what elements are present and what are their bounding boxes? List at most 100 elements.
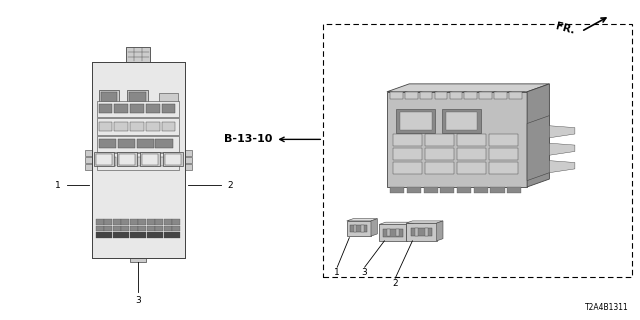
Polygon shape [390, 187, 404, 193]
Bar [122, 226, 129, 231]
Bar [172, 232, 180, 238]
Polygon shape [406, 221, 443, 223]
Bar [130, 104, 144, 114]
Polygon shape [494, 92, 507, 99]
Bar [97, 136, 179, 152]
Bar [130, 226, 138, 231]
Bar [489, 162, 518, 174]
Bar [97, 153, 179, 170]
Bar [172, 219, 180, 225]
Bar [163, 152, 183, 166]
Polygon shape [424, 187, 438, 193]
Bar [172, 226, 180, 231]
Bar [113, 226, 121, 231]
Bar [84, 150, 92, 156]
Polygon shape [474, 187, 488, 193]
Text: 3: 3 [362, 268, 367, 277]
Bar [99, 157, 116, 166]
Bar [146, 104, 160, 114]
Bar [489, 134, 518, 146]
Polygon shape [449, 91, 465, 92]
Polygon shape [509, 91, 525, 92]
Polygon shape [371, 219, 378, 236]
Bar [350, 225, 367, 232]
Bar [97, 118, 179, 135]
Bar [399, 112, 431, 131]
Polygon shape [435, 91, 451, 92]
Bar [146, 122, 160, 131]
Bar [164, 219, 172, 225]
Polygon shape [420, 91, 436, 92]
Bar [411, 228, 432, 236]
Polygon shape [479, 92, 492, 99]
Polygon shape [387, 84, 549, 92]
Bar [445, 112, 477, 131]
Polygon shape [527, 116, 549, 180]
Polygon shape [347, 219, 378, 221]
Bar [96, 219, 104, 225]
Bar [415, 228, 418, 236]
Polygon shape [449, 92, 462, 99]
Bar [362, 226, 364, 232]
Bar [161, 104, 175, 114]
Polygon shape [509, 92, 522, 99]
Bar [122, 219, 129, 225]
Text: 2: 2 [228, 181, 233, 190]
Polygon shape [407, 187, 421, 193]
Bar [104, 232, 113, 238]
Bar [184, 150, 192, 156]
Bar [140, 152, 160, 166]
Bar [129, 92, 145, 102]
Bar [156, 219, 163, 225]
Polygon shape [479, 91, 495, 92]
Bar [130, 232, 138, 238]
Text: 2: 2 [392, 279, 398, 288]
Bar [122, 232, 129, 238]
Bar [118, 139, 134, 148]
Bar [115, 122, 128, 131]
Bar [457, 134, 486, 146]
Bar [159, 93, 178, 103]
Polygon shape [380, 222, 413, 224]
Polygon shape [457, 187, 471, 193]
Polygon shape [406, 223, 436, 241]
Bar [147, 219, 155, 225]
Polygon shape [549, 161, 575, 173]
Bar [394, 148, 422, 160]
Polygon shape [435, 92, 447, 99]
Bar [84, 164, 92, 170]
Polygon shape [390, 91, 406, 92]
Bar [99, 122, 113, 131]
Bar [354, 226, 356, 232]
Bar [396, 229, 399, 236]
Text: 1: 1 [334, 268, 340, 277]
Bar [138, 226, 146, 231]
Bar [131, 258, 147, 262]
Bar [147, 232, 155, 238]
Bar [113, 232, 121, 238]
Bar [156, 139, 173, 148]
Bar [118, 154, 135, 165]
Bar [387, 229, 390, 236]
Bar [118, 157, 134, 166]
Bar [115, 104, 128, 114]
Bar [104, 219, 113, 225]
Bar [94, 152, 114, 166]
Bar [92, 62, 184, 258]
Polygon shape [465, 92, 477, 99]
Bar [100, 92, 117, 102]
Polygon shape [420, 92, 433, 99]
Bar [130, 219, 138, 225]
Polygon shape [347, 221, 371, 236]
Bar [394, 134, 422, 146]
Bar [164, 154, 181, 165]
Polygon shape [405, 91, 420, 92]
Bar [104, 226, 113, 231]
Polygon shape [494, 91, 510, 92]
Bar [184, 164, 192, 170]
Bar [127, 90, 148, 105]
Text: B-13-10: B-13-10 [224, 134, 272, 144]
Bar [126, 47, 150, 62]
Bar [126, 47, 150, 62]
Bar [383, 228, 403, 237]
